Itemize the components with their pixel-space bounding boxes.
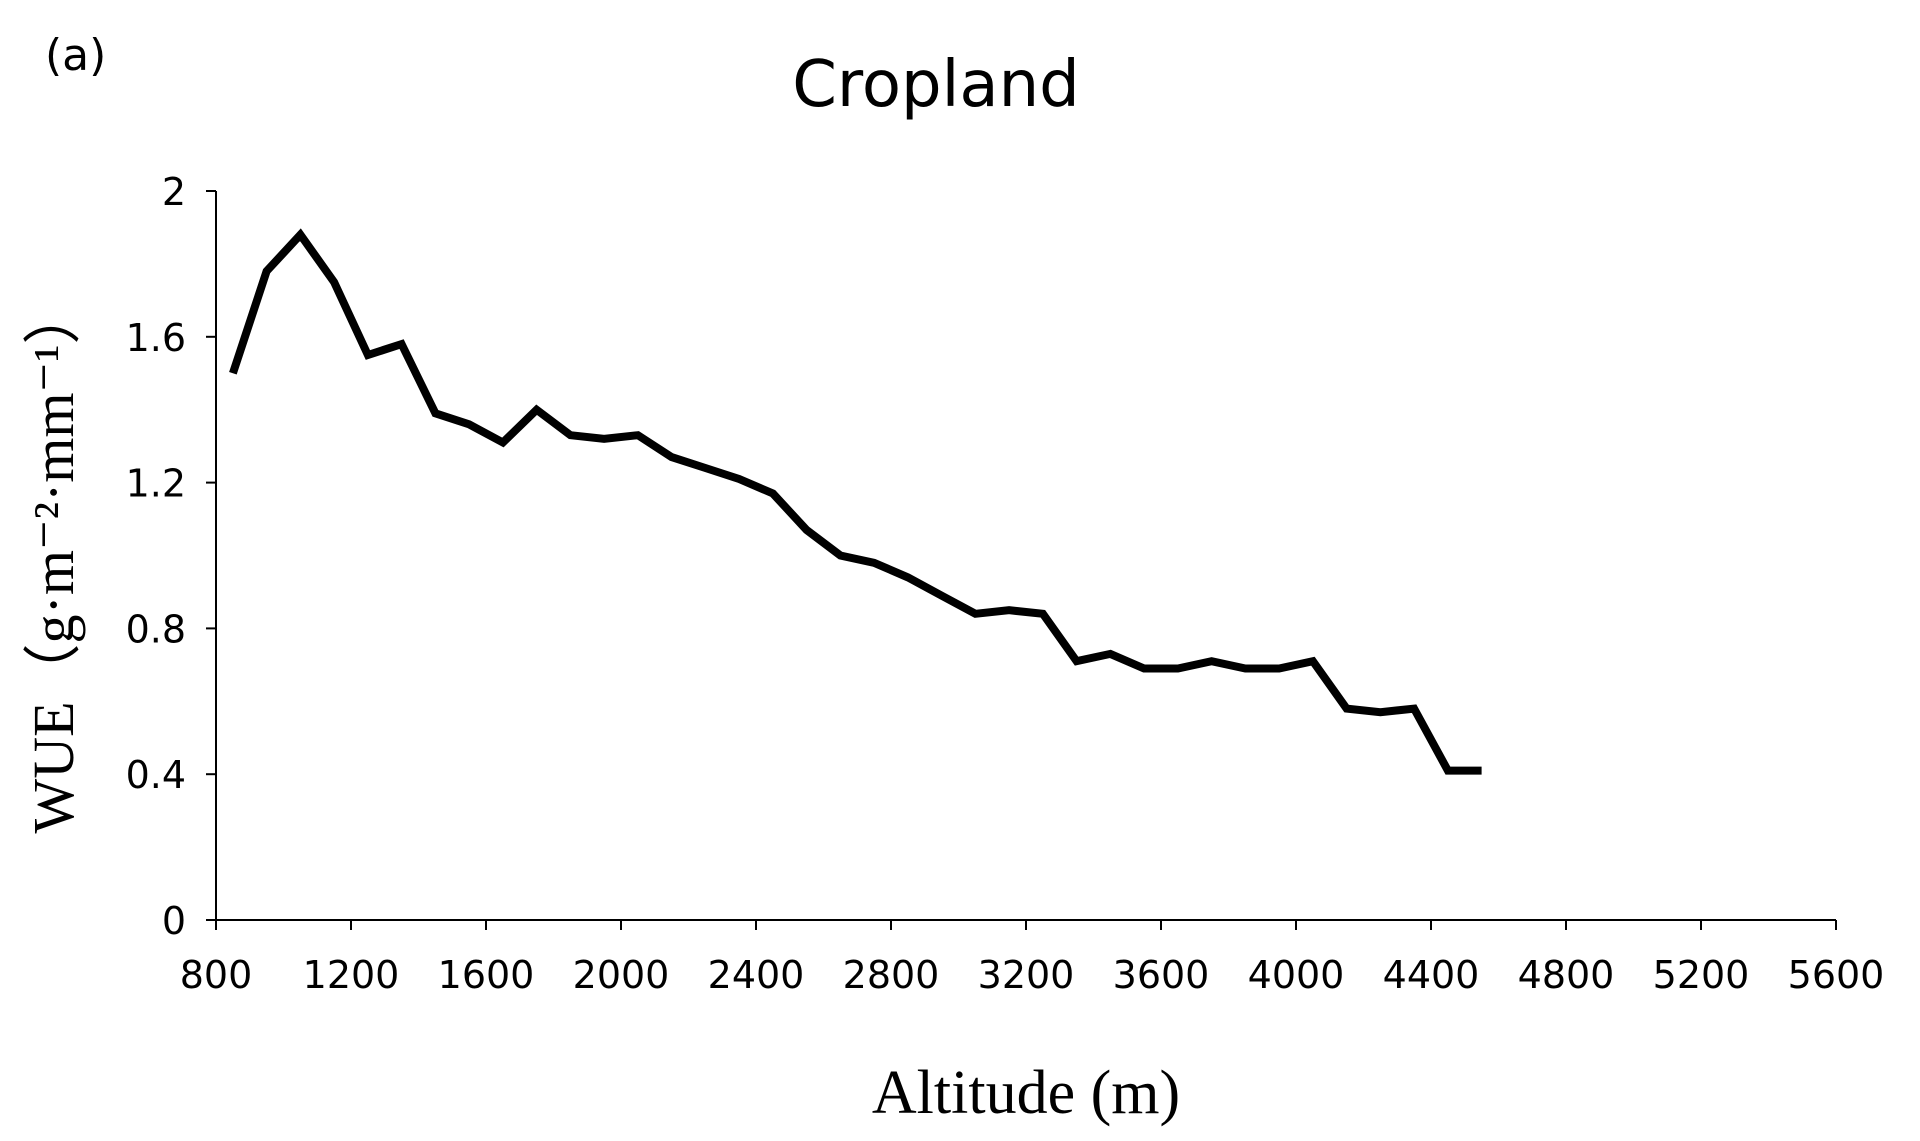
x-tick-label: 3200	[978, 953, 1075, 997]
x-tick-label: 1600	[438, 953, 535, 997]
y-axis-label: WUE（g·m⁻²·mm⁻¹）	[21, 286, 86, 833]
x-tick-label: 4800	[1518, 953, 1615, 997]
x-tick-label: 4000	[1248, 953, 1345, 997]
x-ticks: 800 1200 1600 2000 2400 2800 3200 3600 4000 4400 4…	[180, 920, 1885, 997]
x-tick-label: 800	[180, 953, 253, 997]
y-tick-label: 2	[162, 170, 186, 214]
y-ticks: 0 0.4 0.8 1.2 1.6 2	[126, 170, 216, 943]
panel-label: (a)	[45, 30, 106, 81]
x-tick-label: 2800	[843, 953, 940, 997]
x-tick-label: 3600	[1113, 953, 1210, 997]
x-tick-label: 2400	[708, 953, 805, 997]
y-tick-label: 0.4	[126, 753, 186, 797]
chart-title: Cropland	[792, 48, 1080, 122]
x-axis-label: Altitude (m)	[872, 1059, 1180, 1127]
series-line-wue	[229, 228, 1482, 775]
x-tick-label: 4400	[1383, 953, 1480, 997]
x-tick-label: 2000	[573, 953, 670, 997]
y-tick-label: 0	[162, 899, 186, 943]
x-tick-label: 5200	[1653, 953, 1750, 997]
x-tick-label: 5600	[1788, 953, 1885, 997]
y-tick-label: 0.8	[126, 607, 186, 651]
y-tick-label: 1.6	[126, 316, 186, 360]
y-tick-label: 1.2	[126, 462, 186, 506]
x-tick-label: 1200	[303, 953, 400, 997]
